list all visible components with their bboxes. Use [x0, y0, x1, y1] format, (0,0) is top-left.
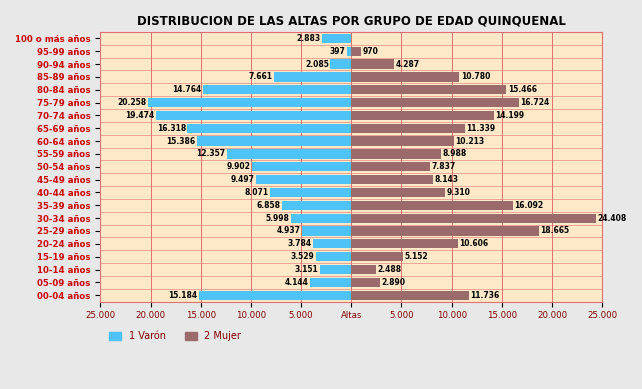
Bar	[282, 201, 351, 210]
Text: 11.339: 11.339	[467, 124, 496, 133]
Text: 16.724: 16.724	[521, 98, 550, 107]
Text: 12.357: 12.357	[196, 149, 226, 158]
Text: 2.890: 2.890	[382, 278, 406, 287]
Text: 2.488: 2.488	[377, 265, 402, 274]
Legend: 1 Varón, 2 Mujer: 1 Varón, 2 Mujer	[105, 328, 245, 345]
Text: 20.258: 20.258	[117, 98, 146, 107]
Bar	[309, 278, 351, 287]
Bar	[351, 60, 394, 69]
Text: 8.988: 8.988	[443, 149, 467, 158]
Bar	[227, 149, 351, 159]
Text: 16.092: 16.092	[514, 201, 543, 210]
Text: 970: 970	[363, 47, 378, 56]
Bar	[270, 188, 351, 197]
Bar	[291, 214, 351, 223]
Text: 4.287: 4.287	[395, 60, 420, 68]
Text: 7.661: 7.661	[249, 72, 273, 81]
Bar	[351, 278, 380, 287]
Text: 3.529: 3.529	[291, 252, 315, 261]
Bar	[351, 47, 361, 56]
Text: 9.497: 9.497	[230, 175, 254, 184]
Text: 14.199: 14.199	[495, 111, 525, 120]
Bar	[187, 124, 351, 133]
Bar	[199, 291, 351, 300]
Text: 9.902: 9.902	[227, 162, 250, 171]
Text: 4.937: 4.937	[276, 226, 300, 235]
Bar	[351, 72, 460, 82]
Bar	[351, 214, 596, 223]
Bar	[351, 85, 507, 95]
Text: 5.998: 5.998	[266, 214, 290, 223]
Bar	[203, 85, 351, 95]
Bar	[351, 162, 430, 172]
Bar	[351, 175, 433, 184]
Text: 10.213: 10.213	[455, 137, 484, 145]
Text: 15.184: 15.184	[168, 291, 197, 300]
Text: 14.764: 14.764	[172, 85, 202, 94]
Bar	[322, 34, 351, 43]
Bar	[347, 47, 351, 56]
Text: 10.606: 10.606	[459, 239, 489, 248]
Text: 3.784: 3.784	[288, 239, 312, 248]
Text: 24.408: 24.408	[598, 214, 627, 223]
Bar	[351, 149, 442, 159]
Bar	[156, 111, 351, 120]
Bar	[316, 252, 351, 261]
Bar	[351, 239, 458, 249]
Text: 5.152: 5.152	[404, 252, 428, 261]
Bar	[197, 137, 351, 146]
Text: 8.071: 8.071	[245, 188, 269, 197]
Bar	[274, 72, 351, 82]
Bar	[331, 60, 351, 69]
Text: 6.858: 6.858	[257, 201, 281, 210]
Bar	[320, 265, 351, 274]
Bar	[302, 226, 351, 236]
Bar	[351, 98, 519, 107]
Bar	[148, 98, 351, 107]
Text: 9.310: 9.310	[446, 188, 470, 197]
Text: 7.837: 7.837	[431, 162, 456, 171]
Bar	[351, 188, 445, 197]
Bar	[351, 137, 454, 146]
Bar	[351, 111, 494, 120]
Title: DISTRIBUCION DE LAS ALTAS POR GRUPO DE EDAD QUINQUENAL: DISTRIBUCION DE LAS ALTAS POR GRUPO DE E…	[137, 15, 566, 28]
Text: 16.318: 16.318	[157, 124, 186, 133]
Bar	[351, 226, 539, 236]
Text: 3.151: 3.151	[295, 265, 318, 274]
Text: 8.143: 8.143	[435, 175, 458, 184]
Text: 397: 397	[330, 47, 346, 56]
Bar	[351, 124, 465, 133]
Bar	[351, 252, 403, 261]
Text: 19.474: 19.474	[125, 111, 154, 120]
Bar	[351, 265, 376, 274]
Text: 2.883: 2.883	[297, 34, 321, 43]
Text: 15.466: 15.466	[508, 85, 537, 94]
Bar	[351, 201, 513, 210]
Text: 15.386: 15.386	[166, 137, 195, 145]
Text: 4.144: 4.144	[284, 278, 308, 287]
Text: 10.780: 10.780	[461, 72, 490, 81]
Bar	[351, 291, 469, 300]
Bar	[256, 175, 351, 184]
Bar	[252, 162, 351, 172]
Text: 11.736: 11.736	[471, 291, 499, 300]
Bar	[313, 239, 351, 249]
Text: 2.085: 2.085	[305, 60, 329, 68]
Text: 18.665: 18.665	[540, 226, 569, 235]
